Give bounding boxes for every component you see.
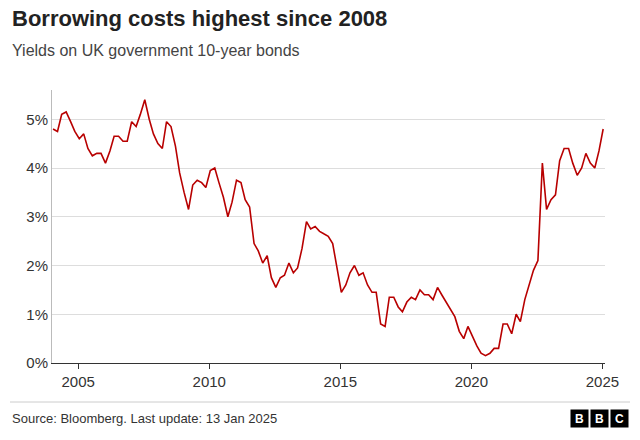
svg-text:2015: 2015 — [324, 373, 357, 390]
svg-text:B: B — [575, 412, 584, 426]
svg-text:3%: 3% — [26, 208, 48, 225]
svg-text:2%: 2% — [26, 257, 48, 274]
svg-text:Borrowing costs highest since: Borrowing costs highest since 2008 — [12, 6, 387, 31]
svg-text:2020: 2020 — [455, 373, 488, 390]
svg-text:5%: 5% — [26, 111, 48, 128]
svg-text:Yields on UK government 10-yea: Yields on UK government 10-year bonds — [12, 42, 300, 59]
svg-text:1%: 1% — [26, 306, 48, 323]
svg-text:2010: 2010 — [193, 373, 226, 390]
svg-text:0%: 0% — [26, 354, 48, 371]
svg-text:2005: 2005 — [62, 373, 95, 390]
svg-text:C: C — [615, 412, 624, 426]
svg-text:2025: 2025 — [586, 373, 619, 390]
svg-text:Source: Bloomberg. Last update: Source: Bloomberg. Last update: 13 Jan 2… — [12, 411, 277, 426]
svg-text:B: B — [595, 412, 604, 426]
svg-text:4%: 4% — [26, 159, 48, 176]
